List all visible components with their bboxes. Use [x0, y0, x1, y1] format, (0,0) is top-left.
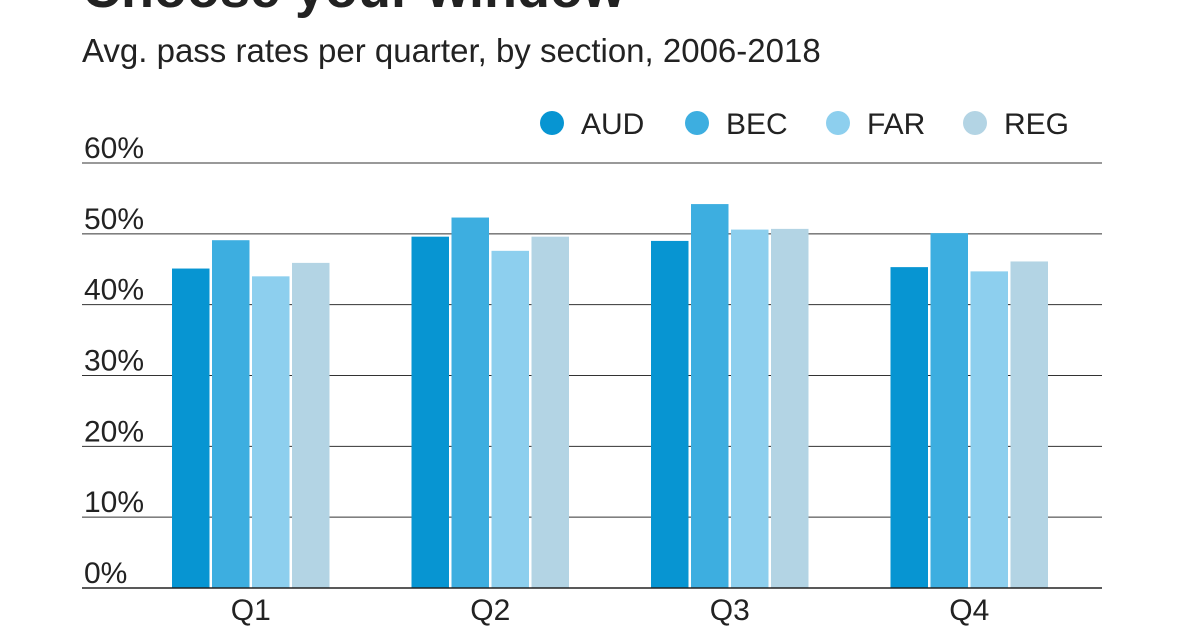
bar-bec-q4	[930, 233, 968, 588]
bar-aud-q4	[890, 267, 928, 588]
bars	[172, 204, 1048, 589]
bar-bec-q3	[691, 204, 729, 589]
y-tick-label: 0%	[84, 557, 127, 590]
bar-aud-q3	[651, 240, 689, 588]
y-tick-label: 50%	[84, 203, 144, 236]
bar-far-q3	[731, 229, 769, 589]
y-tick-label: 20%	[84, 415, 144, 448]
legend-swatch-far	[826, 111, 850, 135]
legend: AUD BEC FAR REG	[540, 108, 1069, 141]
bar-reg-q3	[771, 228, 809, 588]
legend-label-bec: BEC	[726, 108, 788, 141]
legend-label-reg: REG	[1004, 108, 1069, 141]
category-label-q2: Q2	[470, 594, 510, 627]
category-label-q3: Q3	[710, 594, 750, 627]
y-tick-label: 60%	[84, 132, 144, 165]
bar-aud-q1	[172, 268, 210, 588]
category-label-q1: Q1	[231, 594, 271, 627]
y-tick-label: 10%	[84, 486, 144, 519]
x-axis-category-labels: Q1 Q2 Q3 Q4	[231, 594, 990, 627]
y-tick-label: 30%	[84, 345, 144, 378]
bar-reg-q4	[1010, 261, 1048, 588]
bar-reg-q2	[531, 236, 569, 588]
y-tick-label: 40%	[84, 274, 144, 307]
y-axis-tick-labels: 0% 10% 20% 30% 40% 50% 60%	[84, 132, 144, 590]
bar-aud-q2	[411, 236, 449, 588]
bar-bec-q2	[451, 217, 489, 588]
legend-swatch-reg	[963, 111, 987, 135]
bar-far-q4	[970, 271, 1008, 588]
bar-far-q1	[252, 276, 290, 588]
chart-title: Choose your window	[82, 0, 625, 16]
legend-swatch-aud	[540, 111, 564, 135]
bar-bec-q1	[212, 240, 250, 589]
chart-subtitle: Avg. pass rates per quarter, by section,…	[82, 32, 821, 69]
bar-far-q2	[491, 250, 529, 589]
legend-label-aud: AUD	[581, 108, 644, 141]
legend-label-far: FAR	[867, 108, 925, 141]
category-label-q4: Q4	[949, 594, 989, 627]
bar-reg-q1	[292, 262, 330, 588]
legend-swatch-bec	[685, 111, 709, 135]
